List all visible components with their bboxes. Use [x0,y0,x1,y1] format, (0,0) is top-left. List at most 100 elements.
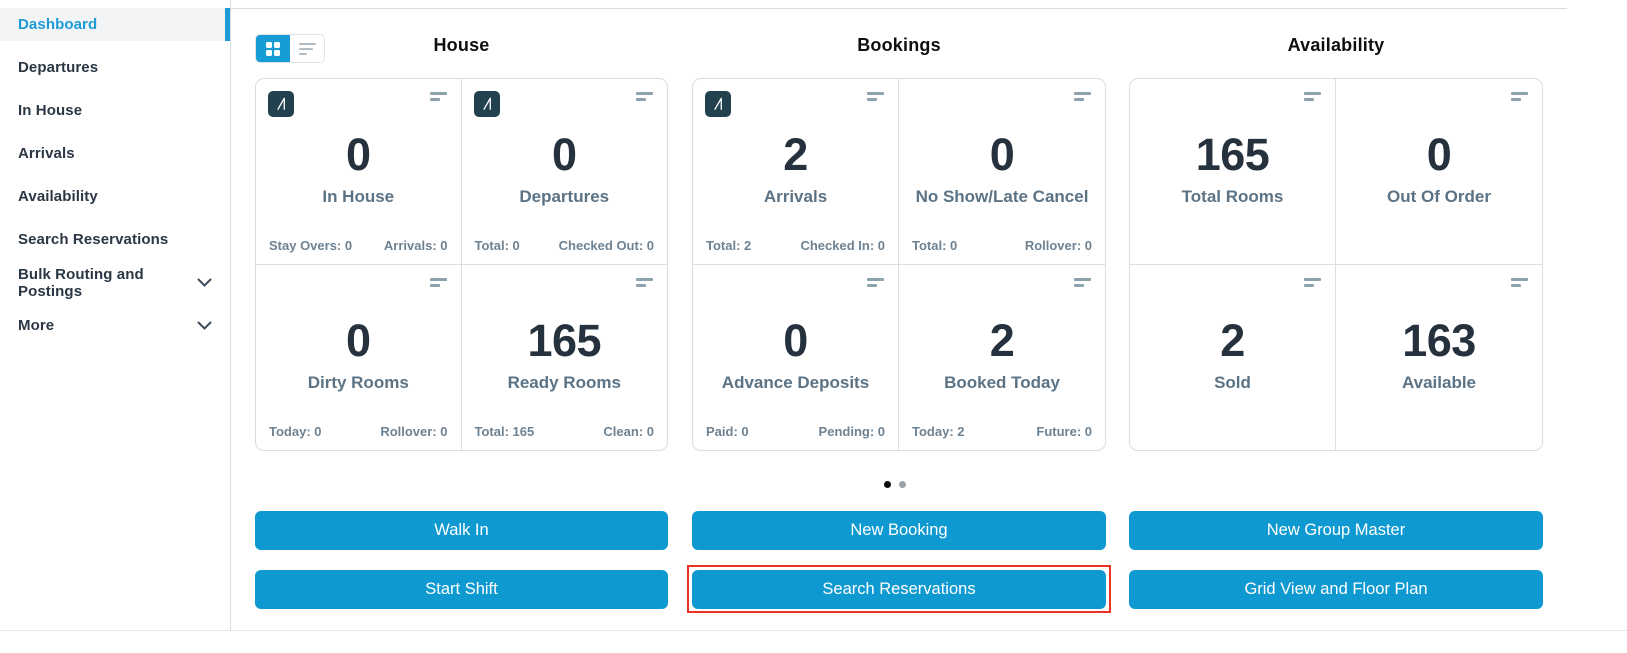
grid-view-toggle-button[interactable] [256,35,290,62]
card-label: Advance Deposits [721,372,870,392]
sidebar-item-label: Search Reservations [18,231,169,248]
card-value: 0 [1426,129,1452,180]
card-substat-right: Checked Out: 0 [558,237,654,253]
new-booking-button[interactable]: New Booking [692,511,1106,550]
sidebar-item-label: Dashboard [18,16,98,33]
brand-logo-icon [268,91,294,117]
card-menu-icon[interactable] [1074,92,1091,101]
sidebar-item-dashboard[interactable]: Dashboard [0,8,230,41]
brand-logo-icon [473,91,500,117]
column-title-availability: Availability [1287,35,1385,55]
card-substat-right: Rollover: 0 [380,424,448,439]
card-menu-icon[interactable] [1304,92,1321,101]
sidebar-item-label: Departures [18,59,99,76]
card-menu-icon[interactable] [636,277,653,287]
availability-card-group: 165 Total Rooms 0 Out Of Order 2 Sold 16… [1129,78,1543,451]
card-menu-icon[interactable] [1511,92,1528,101]
card-booked-today[interactable]: 2 Booked Today Today: 2 Future: 0 [899,265,1105,451]
card-substat-right: Clean: 0 [603,424,654,439]
card-substat-left: Today: 0 [269,424,322,439]
card-substat-left: Total: 0 [474,237,520,253]
card-substat-right: Arrivals: 0 [383,237,448,253]
card-menu-icon[interactable] [1074,277,1091,287]
card-substat-right: Pending: 0 [818,424,885,439]
grid-view-and-floor-plan-button[interactable]: Grid View and Floor Plan [1129,570,1543,609]
card-value: 165 [527,314,602,366]
sidebar-item-label: Bulk Routing and Postings [18,265,144,300]
view-toggle [255,34,325,63]
card-label: Out Of Order [1387,187,1491,206]
sidebar-item-bulk-routing-and-postings[interactable]: Bulk Routing and Postings [0,265,230,300]
card-menu-icon[interactable] [636,92,653,101]
card-menu-icon[interactable] [1511,277,1528,287]
card-out-of-order[interactable]: 0 Out Of Order [1336,79,1542,265]
card-value: 2 [783,129,808,180]
card-label: Dirty Rooms [307,372,409,392]
column-title-bookings: Bookings [857,35,941,55]
card-dirty-rooms[interactable]: 0 Dirty Rooms Today: 0 Rollover: 0 [256,264,462,450]
chevron-down-icon [197,321,212,330]
card-menu-icon[interactable] [429,92,447,101]
sidebar-item-departures[interactable]: Departures [0,51,230,84]
walk-in-button[interactable]: Walk In [255,511,668,550]
card-substat-left: Total: 0 [912,237,958,253]
card-substat-left: Today: 2 [912,424,965,439]
card-value: 2 [989,314,1015,366]
card-value: 0 [989,129,1015,180]
card-value: 165 [1195,129,1270,180]
card-label: Arrivals [763,187,828,206]
sidebar-item-availability[interactable]: Availability [0,180,230,213]
card-value: 163 [1402,314,1476,366]
card-in-house[interactable]: 0 In House Stay Overs: 0 Arrivals: 0 [256,79,462,265]
sidebar-item-arrivals[interactable]: Arrivals [0,137,230,170]
brand-logo-icon [705,91,731,117]
card-value: 0 [783,314,808,366]
card-advance-deposits[interactable]: 0 Advance Deposits Paid: 0 Pending: 0 [693,264,899,450]
card-label: No Show/Late Cancel [915,187,1089,206]
card-value: 2 [1220,314,1245,366]
sidebar: Dashboard Departures In House Arrivals A… [0,0,231,630]
card-sold[interactable]: 2 Sold [1130,264,1336,450]
card-label: In House [322,187,395,206]
card-arrivals[interactable]: 2 Arrivals Total: 2 Checked In: 0 [693,79,899,265]
card-label: Departures [519,187,610,206]
card-substat-right: Checked In: 0 [800,237,885,253]
card-substat-right: Future: 0 [1036,424,1092,439]
grid-view-icon [266,41,280,56]
card-substat-left: Paid: 0 [706,424,749,439]
card-departures[interactable]: 0 Departures Total: 0 Checked Out: 0 [461,79,667,265]
chevron-down-icon [197,278,212,287]
card-menu-icon[interactable] [1304,277,1321,287]
carousel-dot-1[interactable] [884,481,891,488]
bookings-card-group: 2 Arrivals Total: 2 Checked In: 0 0 No S… [692,78,1106,451]
new-group-master-button[interactable]: New Group Master [1129,511,1543,550]
sidebar-item-search-reservations[interactable]: Search Reservations [0,223,230,256]
card-value: 0 [345,129,371,180]
bottom-divider [0,630,1627,631]
card-no-show-late-cancel[interactable]: 0 No Show/Late Cancel Total: 0 Rollover:… [899,79,1105,265]
start-shift-button[interactable]: Start Shift [255,570,668,609]
sidebar-item-label: More [18,317,55,334]
sidebar-item-in-house[interactable]: In House [0,94,230,127]
card-menu-icon[interactable] [429,277,447,287]
card-available[interactable]: 163 Available [1336,265,1542,451]
card-substat-left: Total: 165 [474,424,535,439]
card-menu-icon[interactable] [867,277,884,287]
sidebar-item-label: In House [18,102,83,119]
search-reservations-button[interactable]: Search Reservations [692,570,1106,609]
card-substat-left: Total: 2 [706,237,752,253]
card-ready-rooms[interactable]: 165 Ready Rooms Total: 165 Clean: 0 [462,265,668,451]
card-value: 0 [345,314,371,366]
card-substat-right: Rollover: 0 [1024,237,1092,253]
carousel-pagination [884,481,906,488]
sidebar-item-label: Availability [18,188,98,205]
card-label: Ready Rooms [507,372,621,392]
carousel-dot-2[interactable] [899,481,906,488]
card-menu-icon[interactable] [867,92,884,101]
sidebar-item-more[interactable]: More [0,309,230,342]
card-label: Total Rooms [1181,187,1284,206]
card-total-rooms[interactable]: 165 Total Rooms [1130,79,1336,265]
top-divider [231,8,1567,9]
list-view-toggle-button[interactable] [290,35,324,62]
